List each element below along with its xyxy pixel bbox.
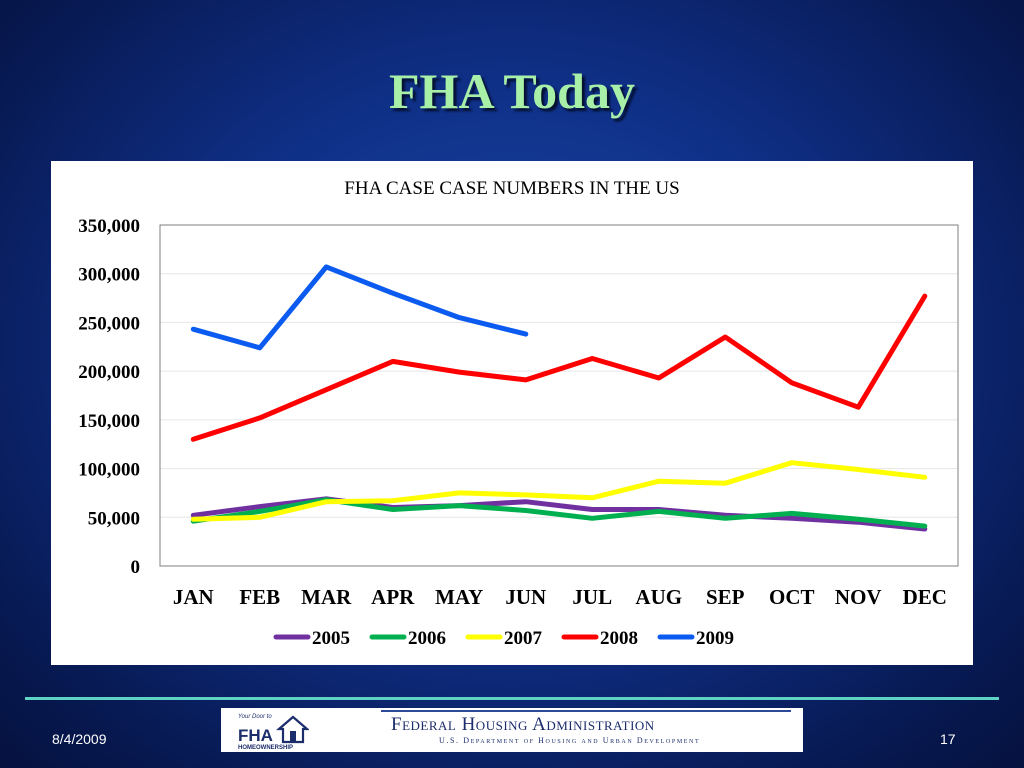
x-tick-label: NOV xyxy=(835,585,882,609)
x-tick-label: SEP xyxy=(706,585,745,609)
x-tick-label: JUN xyxy=(505,585,546,609)
y-tick-label: 250,000 xyxy=(78,313,140,334)
fha-banner: Your Door to FHA HOMEOWNERSHIP Federal H… xyxy=(221,708,803,752)
footer-divider xyxy=(25,697,999,700)
series-line-2006 xyxy=(190,497,928,529)
y-tick-label: 50,000 xyxy=(88,508,140,529)
fha-house-logo: Your Door to FHA HOMEOWNERSHIP xyxy=(238,714,309,751)
legend-label-2008: 2008 xyxy=(600,628,638,649)
x-tick-label: JUL xyxy=(572,585,612,609)
series-line-2009 xyxy=(190,264,529,351)
series-line-2008 xyxy=(190,293,928,442)
x-tick-label: FEB xyxy=(239,585,280,609)
y-tick-label: 0 xyxy=(131,557,141,578)
line-chart: FHA CASE CASE NUMBERS IN THE US 0 50,000 10… xyxy=(78,178,959,649)
banner-subtitle: U.S. Department of Housing and Urban Dev… xyxy=(439,736,701,745)
x-tick-label: OCT xyxy=(769,585,815,609)
chart-title: FHA CASE CASE NUMBERS IN THE US xyxy=(344,178,679,199)
series-line-2007 xyxy=(190,460,928,522)
x-tick-label: JAN xyxy=(173,585,214,609)
y-tick-label: 300,000 xyxy=(78,265,140,286)
x-tick-label: APR xyxy=(371,585,415,609)
y-tick-label: 350,000 xyxy=(78,216,140,237)
legend-label-2006: 2006 xyxy=(408,628,446,649)
slide-date: 8/4/2009 xyxy=(52,731,107,747)
x-tick-label: MAR xyxy=(301,585,352,609)
y-tick-label: 100,000 xyxy=(78,460,140,481)
y-tick-label: 200,000 xyxy=(78,362,140,383)
x-tick-label: MAY xyxy=(435,585,483,609)
banner-rule xyxy=(381,710,791,712)
logo-text-bottom: HOMEOWNERSHIP xyxy=(238,745,293,751)
legend-label-2009: 2009 xyxy=(696,628,734,649)
chart-panel: FHA CASE CASE NUMBERS IN THE US 0 50,000 10… xyxy=(51,161,973,665)
legend-label-2005: 2005 xyxy=(312,628,350,649)
x-tick-label: AUG xyxy=(635,585,682,609)
logo-text-top: Your Door to xyxy=(238,714,272,720)
plot-frame xyxy=(159,224,959,567)
y-tick-label: 150,000 xyxy=(78,411,140,432)
legend-label-2007: 2007 xyxy=(504,628,543,649)
banner-title: Federal Housing Administration xyxy=(391,714,655,735)
page-number: 17 xyxy=(940,731,956,747)
logo-text-mid: FHA xyxy=(238,726,273,745)
slide-title: FHA Today xyxy=(389,63,635,119)
x-tick-label: DEC xyxy=(903,585,947,609)
